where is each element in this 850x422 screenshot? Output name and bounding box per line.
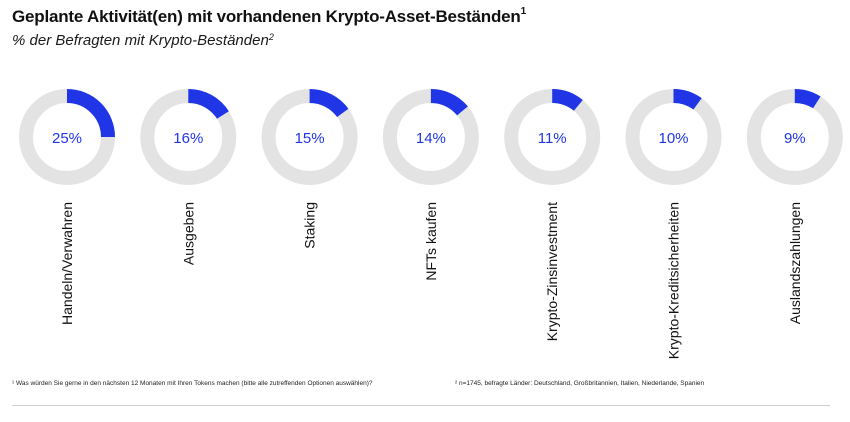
category-label: Ausgeben	[180, 202, 196, 265]
donut-value-label: 11%	[538, 130, 567, 147]
category-label: Auslandszahlungen	[787, 202, 803, 324]
donut-value-label: 14%	[416, 130, 446, 147]
donut-item: 25% Handeln/Verwahren	[19, 89, 115, 325]
donut-item: 9% Auslandszahlungen	[746, 89, 843, 324]
category-label: Handeln/Verwahren	[59, 202, 75, 325]
donut-value-label: 25%	[52, 130, 82, 147]
donut-value-arc	[66, 89, 115, 138]
donut-value-label: 15%	[295, 130, 325, 147]
chart-title: Geplante Aktivität(en) mit vorhandenen K…	[12, 6, 527, 27]
donut-value-arc	[430, 89, 468, 116]
category-label: Staking	[302, 202, 318, 249]
donut-item: 16% Ausgeben	[140, 89, 237, 265]
category-label: Krypto-Kreditsicherheiten	[666, 202, 682, 359]
title-footnote-marker: 1	[520, 6, 527, 17]
donut-item: 10% Krypto-Kreditsicherheiten	[625, 89, 722, 359]
chart-title-text: Geplante Aktivität(en) mit vorhandenen K…	[12, 7, 521, 26]
donut-item: 14% NFTs kaufen	[382, 89, 479, 281]
donut-value-label: 9%	[784, 130, 806, 147]
footnote-question: ¹ Was würden Sie gerne in den nächsten 1…	[12, 380, 373, 387]
donut-value-label: 10%	[658, 130, 688, 147]
donut-value-arc	[673, 89, 702, 110]
category-label: Krypto-Zinsinvestment	[544, 202, 560, 341]
subtitle-footnote-marker: 2	[268, 32, 274, 42]
donut-value-label: 16%	[173, 130, 203, 147]
donut-value-arc	[794, 89, 821, 109]
footnote-sample: ² n=1745, befragte Länder: Deutschland, …	[455, 380, 705, 387]
donut-value-arc	[309, 89, 349, 118]
donut-item: 15% Staking	[261, 89, 358, 249]
chart-subtitle-text: % der Befragten mit Krypto-Beständen	[12, 32, 269, 49]
donut-chart: 25% Handeln/Verwahren 16% Ausgeben 15% Stakin…	[19, 89, 843, 359]
donut-item: 11% Krypto-Zinsinvestment	[504, 89, 601, 341]
donut-value-arc	[187, 89, 229, 120]
category-label: NFTs kaufen	[423, 202, 439, 281]
bottom-divider	[12, 405, 830, 406]
donut-value-arc	[551, 89, 583, 112]
chart-subtitle: % der Befragten mit Krypto-Beständen2	[12, 32, 274, 49]
